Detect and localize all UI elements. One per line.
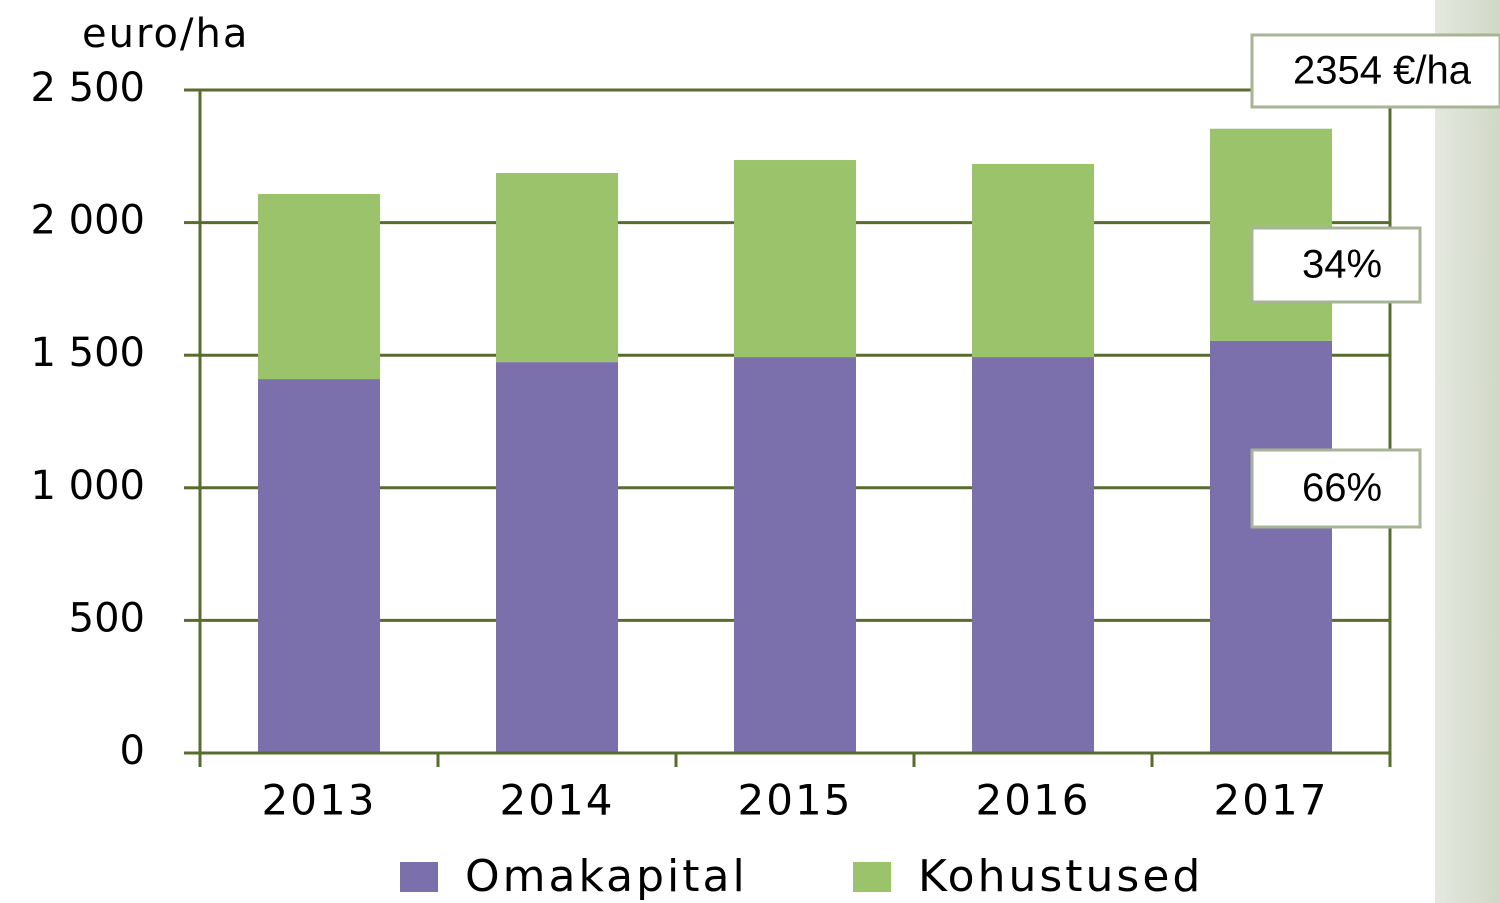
y-tick-label: 2 500 (30, 65, 145, 111)
legend-swatch (400, 862, 438, 892)
annotation: 2354 €/ha (1293, 49, 1472, 93)
annotation-box (1250, 226, 1422, 304)
y-tick-label: 1 500 (30, 330, 145, 376)
annotation: 34% (1302, 243, 1382, 287)
x-tick-label: 2013 (262, 776, 377, 825)
x-tick-label: 2014 (500, 776, 615, 825)
y-tick-label: 0 (120, 728, 145, 774)
legend-label: Kohustused (918, 851, 1203, 902)
bar-segment (258, 379, 380, 753)
bar-segment (972, 357, 1094, 753)
y-axis-label: euro/ha (82, 11, 249, 57)
annotation: 66% (1302, 466, 1382, 510)
x-tick-label: 2016 (976, 776, 1091, 825)
side-panel (1435, 0, 1500, 903)
bar-segment (734, 357, 856, 753)
bar-segment (972, 163, 1094, 358)
legend-swatch (853, 862, 891, 892)
bar-segment (496, 173, 618, 363)
x-tick-label: 2015 (738, 776, 853, 825)
bar-segment (734, 160, 856, 358)
bar-segment (1210, 340, 1332, 753)
annotation-box (1250, 448, 1422, 529)
y-tick-label: 1 000 (30, 463, 145, 509)
bar-segment (496, 362, 618, 753)
bar-segment (258, 193, 380, 380)
annotation-box (1250, 33, 1500, 109)
x-tick-label: 2017 (1214, 776, 1329, 825)
y-tick-label: 500 (69, 595, 145, 641)
legend-label: Omakapital (465, 851, 748, 902)
y-tick-label: 2 000 (30, 198, 145, 244)
